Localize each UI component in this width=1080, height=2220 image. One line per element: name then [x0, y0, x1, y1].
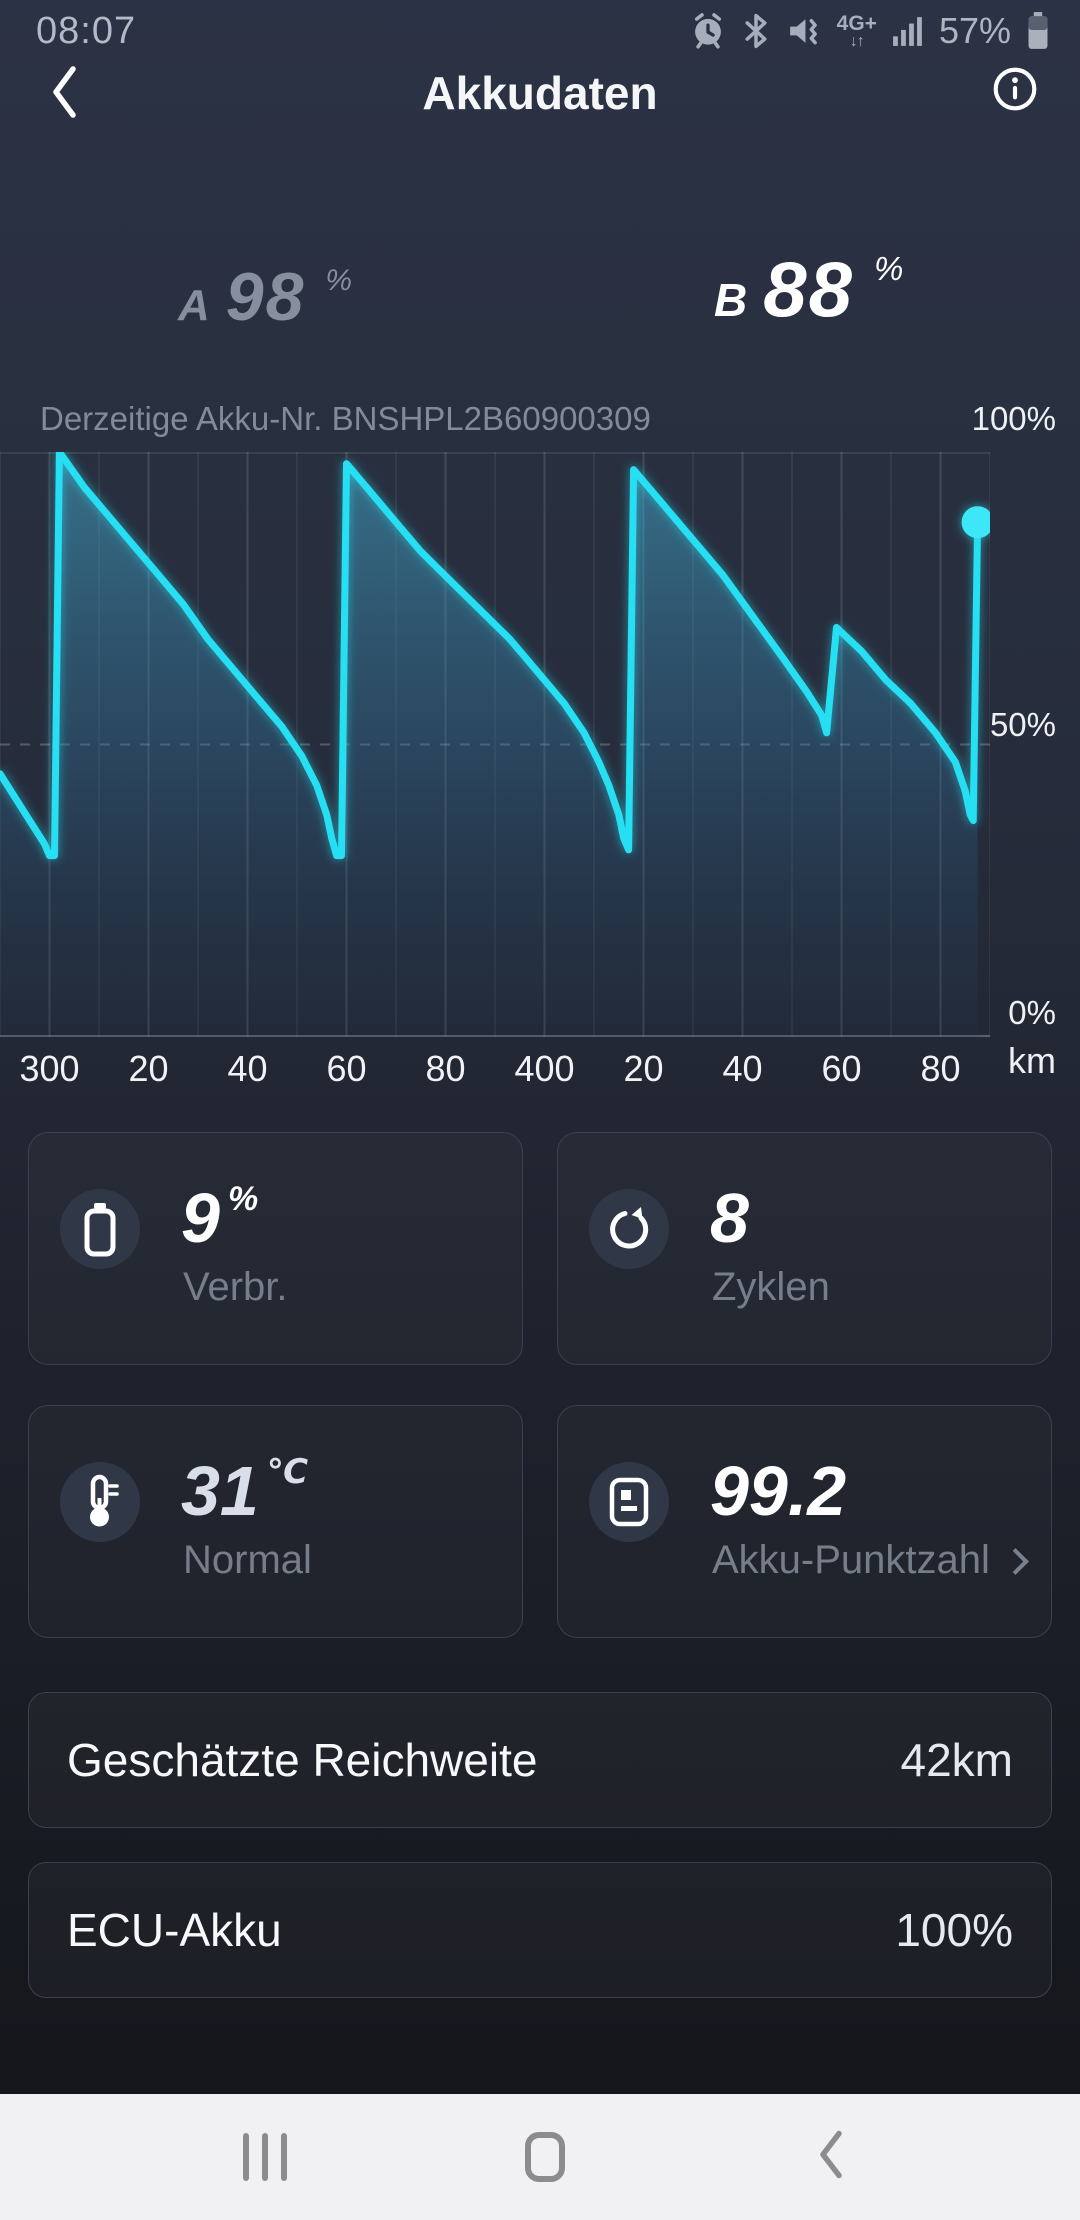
x-tick-label: 400 — [514, 1048, 575, 1089]
score-icon — [589, 1462, 669, 1542]
stat-card-cycles: 8 Zyklen — [557, 1132, 1052, 1365]
battery-a-unit: % — [325, 264, 353, 297]
status-bar: 08:07 4 — [0, 0, 1080, 56]
cycles-icon — [589, 1189, 669, 1269]
battery-b-label: B — [714, 274, 748, 326]
x-tick-label: 20 — [128, 1048, 169, 1089]
back-icon[interactable] — [815, 2129, 845, 2186]
consumption-label: Verbr. — [183, 1265, 288, 1309]
x-tick-label: 300 — [19, 1048, 80, 1089]
battery-b-value: 88 — [763, 245, 854, 333]
x-tick-label: 60 — [821, 1048, 862, 1089]
cycles-label: Zyklen — [712, 1265, 830, 1309]
ecu-battery-value: 100% — [895, 1904, 1013, 1956]
x-tick-label: 20 — [623, 1048, 664, 1089]
consumption-value: 9% — [181, 1179, 259, 1257]
y-axis-label-0: 0% — [1008, 994, 1056, 1031]
back-button[interactable] — [42, 62, 86, 122]
battery-chart-svg — [0, 448, 994, 1037]
battery-level-icon — [1026, 11, 1050, 51]
x-axis-unit-label: km — [1008, 1040, 1056, 1081]
estimated-range-row: Geschätzte Reichweite 42km — [28, 1692, 1052, 1828]
score-label: Akku-Punktzahl — [712, 1538, 1029, 1583]
battery-b-tab[interactable]: B 88 % — [714, 244, 903, 335]
x-tick-label: 40 — [227, 1048, 268, 1089]
temperature-unit: ℃ — [266, 1453, 309, 1491]
battery-icon — [60, 1189, 140, 1269]
recents-icon[interactable] — [243, 2133, 287, 2181]
battery-serial-caption: Derzeitige Akku-Nr. BNSHPL2B60900309 — [40, 400, 651, 437]
chevron-right-icon — [1001, 1548, 1029, 1575]
x-tick-label: 80 — [425, 1048, 466, 1089]
battery-a-tab[interactable]: A 98 % — [178, 258, 352, 336]
score-value: 99.2 — [710, 1452, 847, 1530]
stat-card-battery-score[interactable]: 99.2 Akku-Punktzahl — [557, 1405, 1052, 1638]
current-point-dot — [961, 506, 994, 539]
cycles-value: 8 — [710, 1179, 749, 1257]
stat-card-temperature: 31 ℃ Normal — [28, 1405, 523, 1638]
home-icon[interactable] — [525, 2132, 565, 2182]
network-4g-icon: 4G+ ↓↑ — [836, 11, 877, 50]
bluetooth-icon — [741, 12, 771, 50]
battery-a-value: 98 — [225, 259, 306, 335]
alarm-icon — [690, 12, 726, 50]
status-icons: 4G+ ↓↑ 57% — [690, 10, 1050, 52]
temperature-label: Normal — [183, 1538, 312, 1582]
estimated-range-label: Geschätzte Reichweite — [67, 1734, 538, 1786]
battery-percent-text: 57% — [938, 10, 1011, 51]
consumption-unit: % — [227, 1180, 259, 1218]
battery-history-chart — [0, 448, 994, 1037]
x-tick-label: 40 — [722, 1048, 763, 1089]
x-tick-label: 60 — [326, 1048, 367, 1089]
y-axis-label-100: 100% — [971, 400, 1056, 437]
mute-vibrate-icon — [786, 12, 822, 50]
page-title: Akkudaten — [422, 67, 658, 119]
temperature-value: 31 ℃ — [181, 1452, 309, 1530]
y-axis-label-50: 50% — [989, 706, 1056, 743]
battery-b-unit: % — [874, 250, 904, 287]
stat-card-consumption: 9% Verbr. — [28, 1132, 523, 1365]
header: Akkudaten — [0, 56, 1080, 128]
signal-icon — [892, 13, 924, 49]
thermometer-icon — [60, 1462, 140, 1542]
estimated-range-value: 42km — [900, 1734, 1013, 1786]
ecu-battery-label: ECU-Akku — [67, 1904, 282, 1956]
battery-a-label: A — [178, 281, 210, 330]
clock-time: 08:07 — [36, 9, 137, 52]
android-nav-bar — [0, 2094, 1080, 2220]
x-tick-label: 80 — [920, 1048, 961, 1089]
x-axis-ticks: 300 20 40 60 80 400 20 40 60 80 — [0, 1048, 990, 1092]
info-button[interactable] — [990, 64, 1040, 114]
ecu-battery-row: ECU-Akku 100% — [28, 1862, 1052, 1998]
